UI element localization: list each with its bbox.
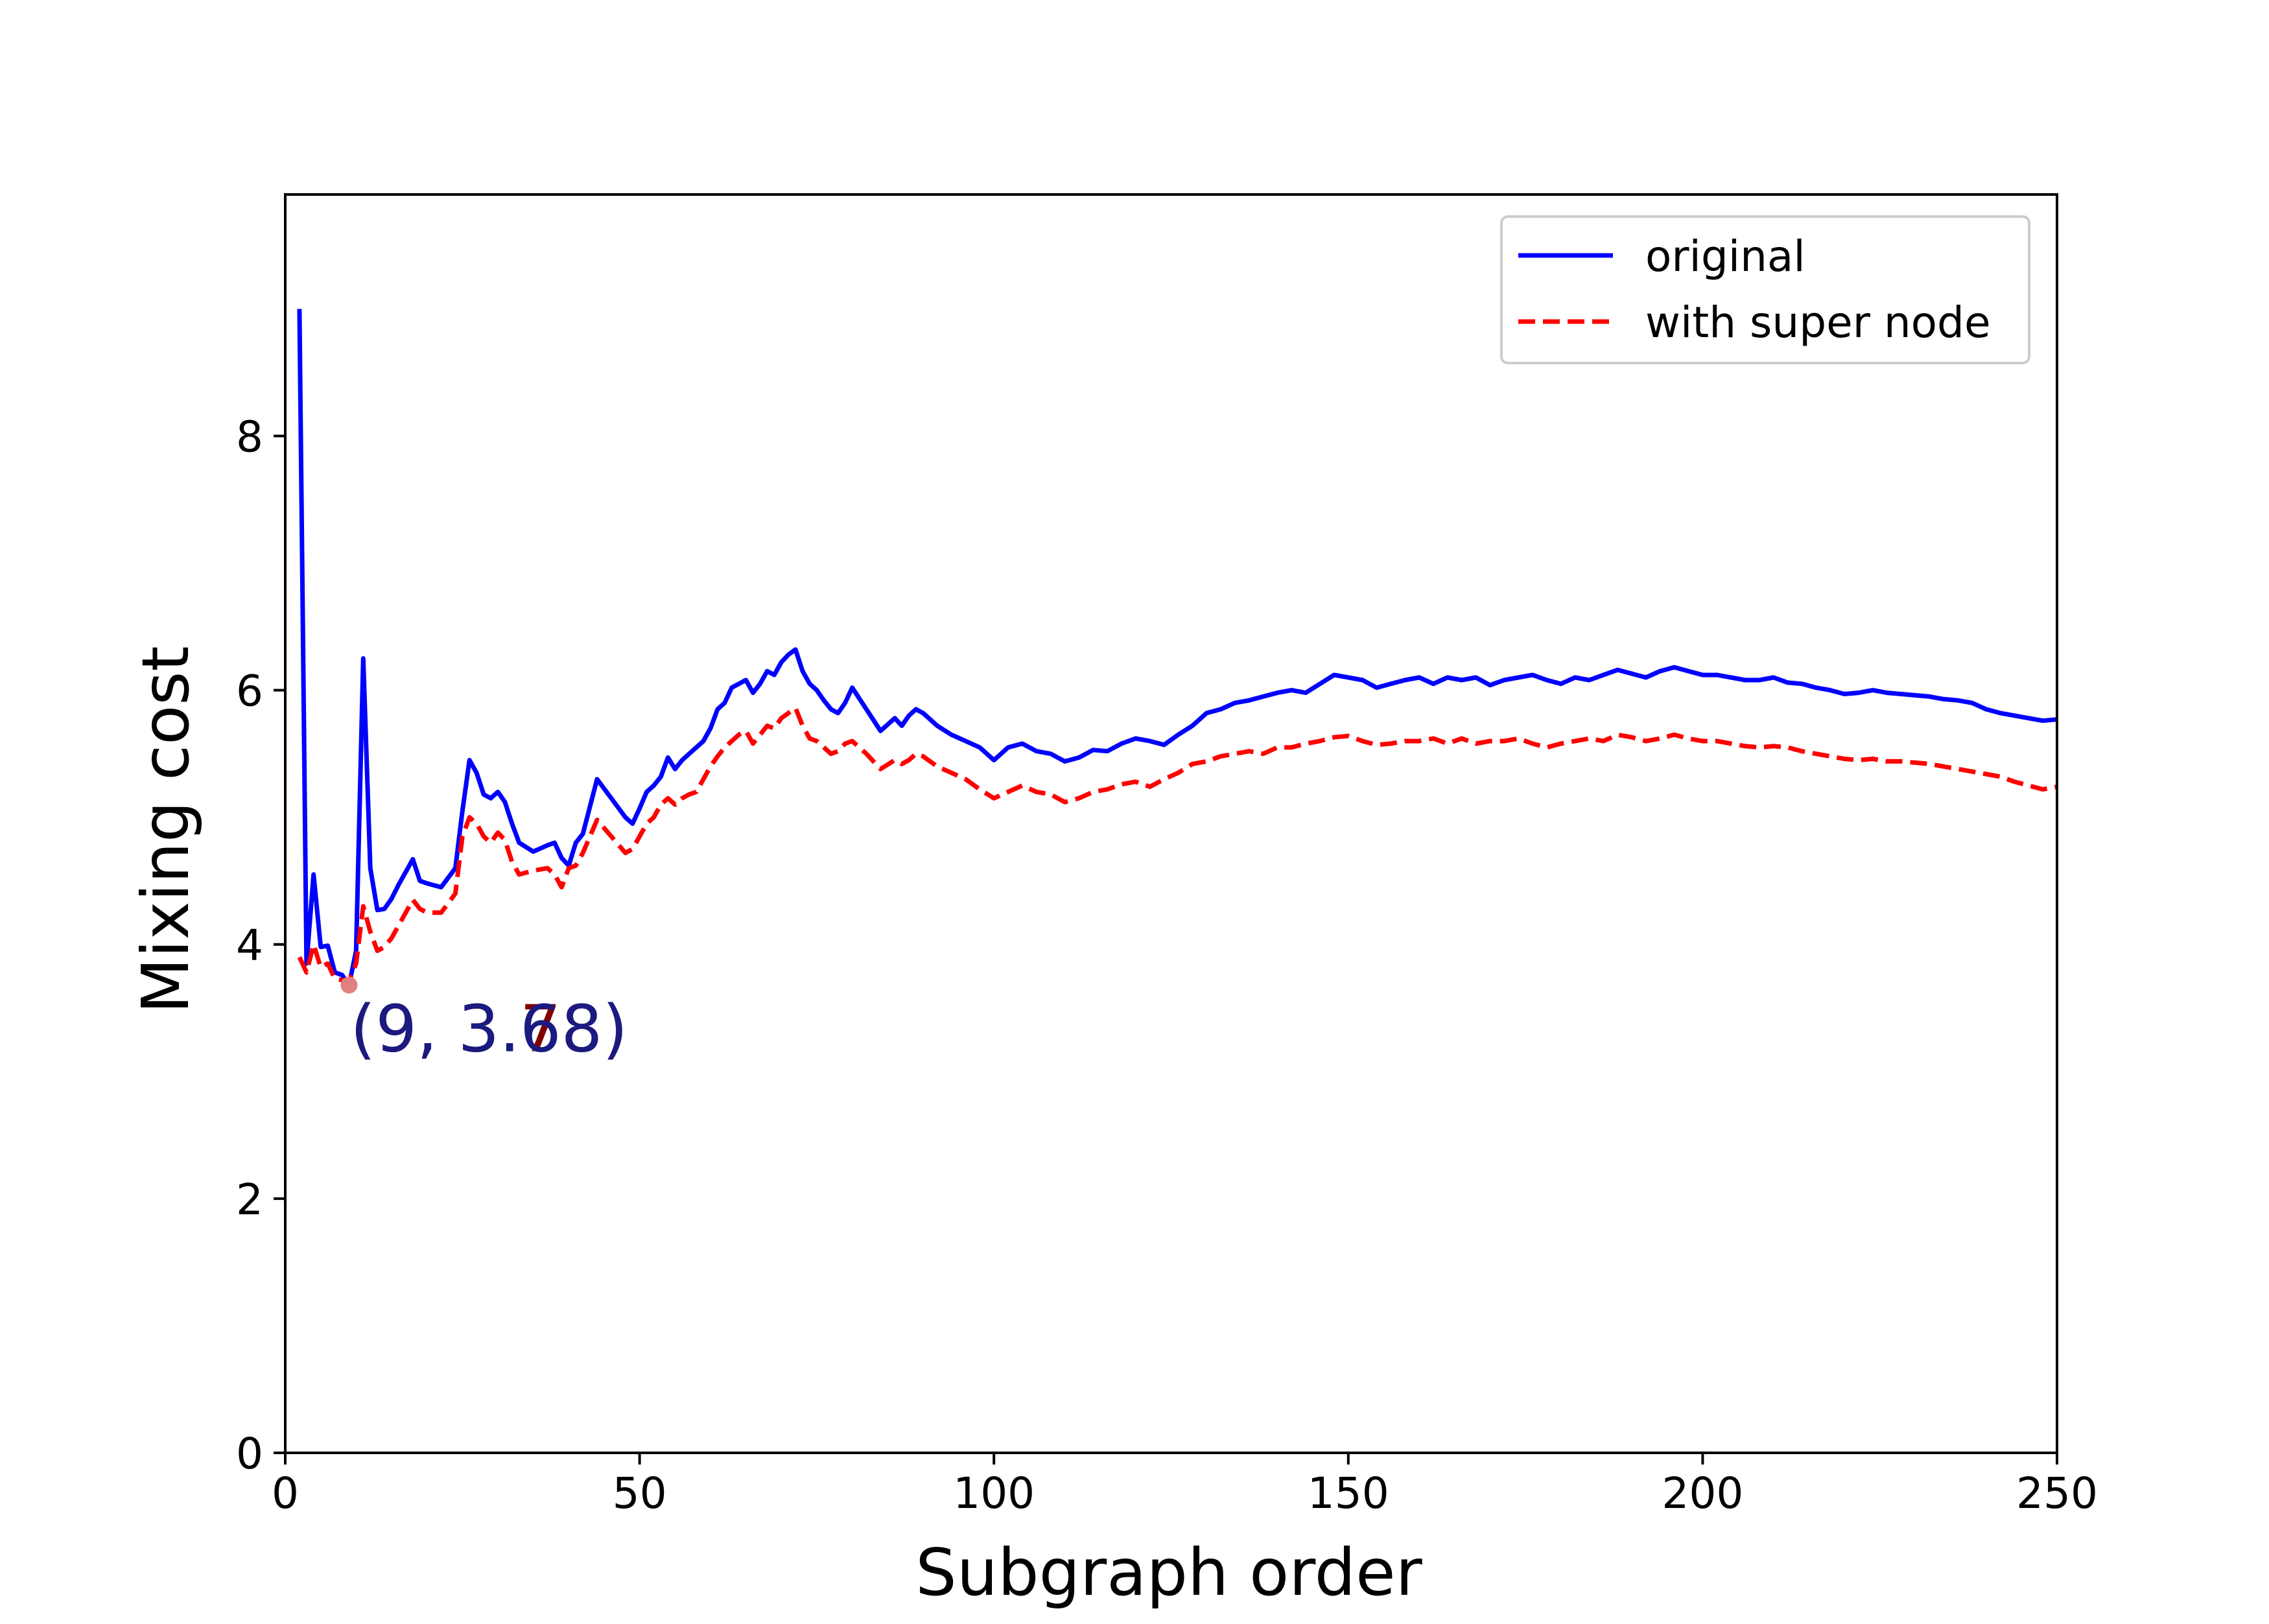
x-tick-label: 50: [613, 1468, 667, 1518]
point-annotation-2: (9, 3.68): [350, 991, 628, 1066]
x-tick-label: 100: [953, 1468, 1035, 1518]
x-tick-label: 200: [1662, 1468, 1743, 1518]
y-axis-label: Mixing cost: [128, 646, 204, 1013]
y-tick-label: 2: [236, 1175, 263, 1225]
legend-box: [1500, 215, 2030, 364]
plot-area: (9, 3.78)(9, 3.68): [297, 309, 2058, 1066]
legend-label-2: with super node: [1645, 298, 1991, 347]
y-tick-label: 0: [236, 1429, 263, 1479]
legend-label-1: original: [1645, 231, 1805, 281]
x-tick-label: 250: [2016, 1468, 2098, 1518]
series-line-original: [297, 309, 2058, 987]
y-tick-label: 4: [236, 921, 263, 971]
point-annotation-1: (9, 3.78): [350, 991, 628, 1066]
x-axis-label: Subgraph order: [915, 1535, 1422, 1610]
axes: 0 50 100 150 200 250 0 2 4 6 8: [236, 193, 2098, 1518]
x-tick-label: 0: [272, 1468, 299, 1518]
minimum-point-marker: [340, 976, 358, 994]
series-line-with-super-node: [297, 705, 2058, 984]
y-tick-label: 6: [236, 666, 263, 716]
legend: original with super node: [1500, 215, 2030, 364]
x-tick-label: 150: [1308, 1468, 1389, 1518]
y-tick-label: 8: [236, 412, 263, 462]
axes-frame: [284, 193, 2058, 1454]
